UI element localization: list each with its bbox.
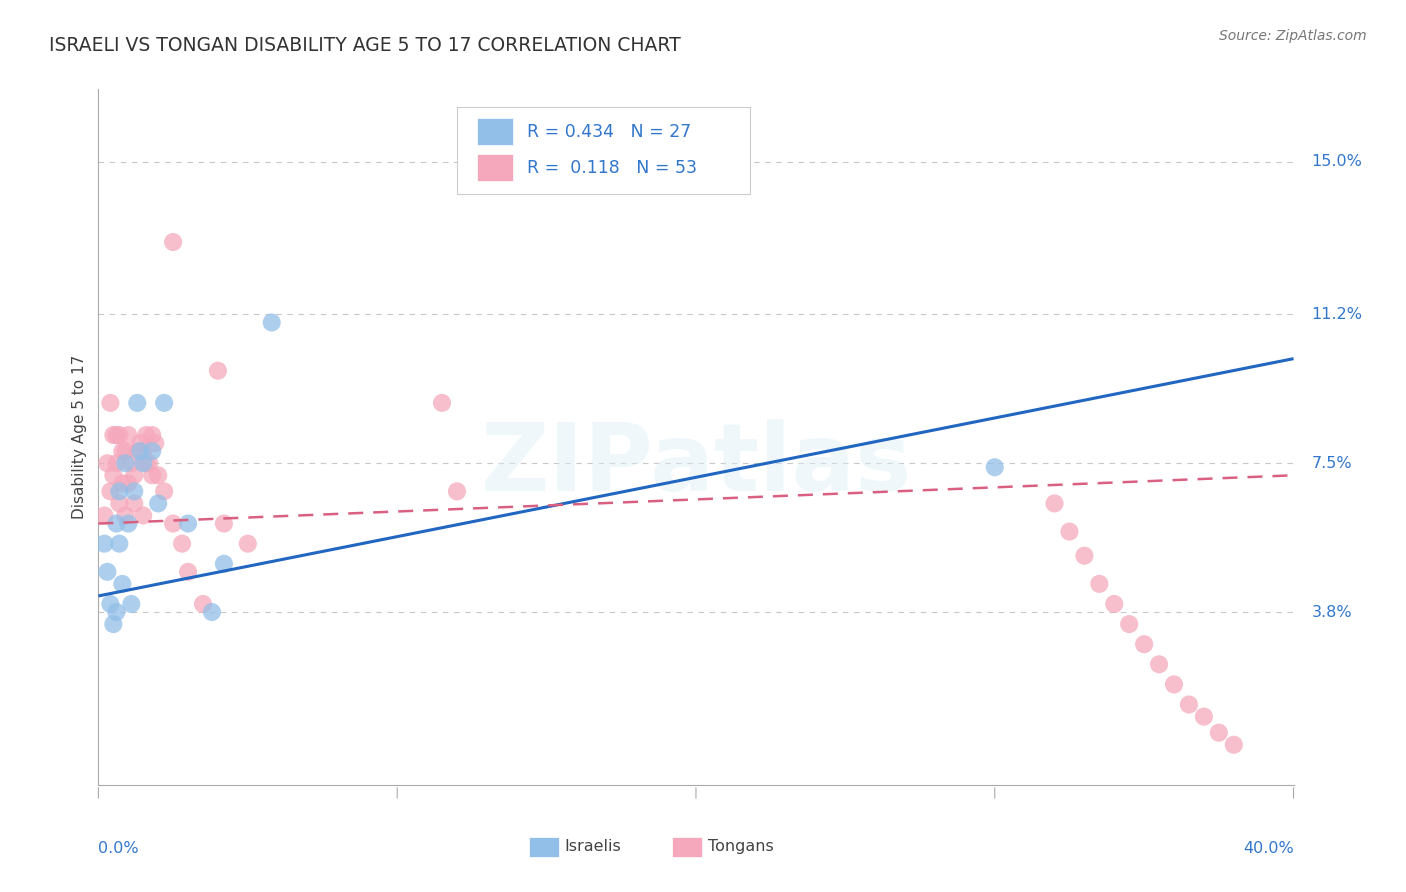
Point xyxy=(1192,709,1215,723)
Point xyxy=(105,456,128,470)
Point xyxy=(212,557,235,571)
Point xyxy=(135,428,157,442)
Point xyxy=(103,468,125,483)
Bar xyxy=(477,119,513,145)
Point xyxy=(212,516,235,531)
Text: Source: ZipAtlas.com: Source: ZipAtlas.com xyxy=(1219,29,1367,43)
Point xyxy=(98,484,122,499)
Point xyxy=(105,516,128,531)
Point xyxy=(105,605,128,619)
Point xyxy=(132,444,155,458)
Point xyxy=(108,484,131,499)
Point xyxy=(117,516,139,531)
Point xyxy=(236,536,259,550)
Text: 11.2%: 11.2% xyxy=(1312,307,1362,322)
Text: 40.0%: 40.0% xyxy=(1243,840,1294,855)
Point xyxy=(1073,549,1095,563)
Bar xyxy=(477,154,513,181)
Point xyxy=(124,468,146,483)
Point xyxy=(117,476,139,491)
Point xyxy=(1043,496,1066,510)
Point xyxy=(143,436,166,450)
Point xyxy=(135,456,157,470)
Point xyxy=(103,617,125,632)
Point xyxy=(141,444,163,458)
Point xyxy=(96,456,118,470)
Point xyxy=(117,428,139,442)
Point xyxy=(129,444,152,458)
Point xyxy=(93,536,115,550)
Point xyxy=(430,396,453,410)
Point xyxy=(1088,577,1111,591)
Point xyxy=(127,396,149,410)
Text: Israelis: Israelis xyxy=(565,839,621,855)
Point xyxy=(124,496,146,510)
Point xyxy=(93,508,115,523)
Point xyxy=(114,508,136,523)
Text: 0.0%: 0.0% xyxy=(98,840,139,855)
Point xyxy=(177,516,200,531)
Point xyxy=(162,235,184,249)
Point xyxy=(162,516,184,531)
FancyBboxPatch shape xyxy=(457,106,749,194)
Point xyxy=(1104,597,1126,611)
Point xyxy=(108,428,131,442)
Point xyxy=(446,484,468,499)
Point xyxy=(141,428,163,442)
Point xyxy=(111,476,134,491)
Text: ISRAELI VS TONGAN DISABILITY AGE 5 TO 17 CORRELATION CHART: ISRAELI VS TONGAN DISABILITY AGE 5 TO 17… xyxy=(49,36,681,54)
Text: 3.8%: 3.8% xyxy=(1312,605,1353,620)
Point xyxy=(177,565,200,579)
Point xyxy=(114,444,136,458)
Point xyxy=(153,484,176,499)
Point xyxy=(201,605,224,619)
Text: 7.5%: 7.5% xyxy=(1312,456,1353,471)
Point xyxy=(120,597,142,611)
Point xyxy=(172,536,194,550)
Point xyxy=(108,536,131,550)
Point xyxy=(153,396,176,410)
Point xyxy=(1118,617,1140,632)
Text: R = 0.434   N = 27: R = 0.434 N = 27 xyxy=(527,123,692,141)
Point xyxy=(260,316,283,330)
Point xyxy=(98,396,122,410)
Bar xyxy=(672,837,702,856)
Point xyxy=(98,597,122,611)
Point xyxy=(132,456,155,470)
Point xyxy=(1208,725,1230,739)
Point xyxy=(129,436,152,450)
Point xyxy=(191,597,214,611)
Point xyxy=(108,496,131,510)
Point xyxy=(1147,657,1170,672)
Point xyxy=(1133,637,1156,651)
Point xyxy=(138,456,160,470)
Point xyxy=(103,428,125,442)
Point xyxy=(148,468,170,483)
Point xyxy=(984,460,1007,475)
Point xyxy=(124,484,146,499)
Point xyxy=(207,364,229,378)
Point xyxy=(148,496,170,510)
Point xyxy=(1223,738,1246,752)
Point xyxy=(105,428,128,442)
Text: R =  0.118   N = 53: R = 0.118 N = 53 xyxy=(527,159,697,177)
Point xyxy=(1059,524,1081,539)
Point xyxy=(1178,698,1201,712)
Text: ZIPatlas: ZIPatlas xyxy=(481,419,911,511)
Point xyxy=(111,444,134,458)
Point xyxy=(111,577,134,591)
Text: Tongans: Tongans xyxy=(709,839,773,855)
Point xyxy=(1163,677,1185,691)
Point xyxy=(120,456,142,470)
Point xyxy=(132,508,155,523)
Bar xyxy=(529,837,558,856)
Point xyxy=(141,468,163,483)
Y-axis label: Disability Age 5 to 17: Disability Age 5 to 17 xyxy=(72,355,87,519)
Point xyxy=(96,565,118,579)
Point xyxy=(127,444,149,458)
Text: 15.0%: 15.0% xyxy=(1312,154,1362,169)
Point xyxy=(114,456,136,470)
